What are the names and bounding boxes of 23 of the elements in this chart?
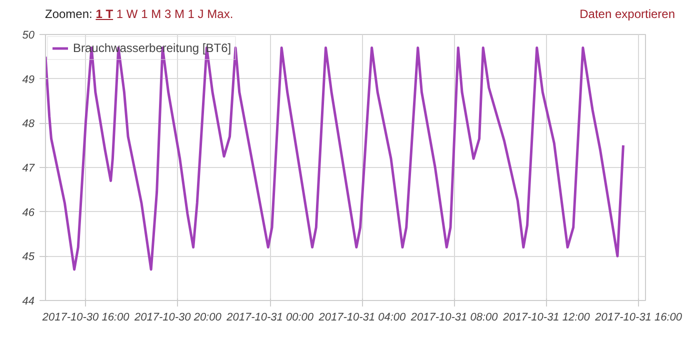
text: 1 T [96,7,114,21]
x-tick-label: 2017-10-31 16:00 [594,312,683,324]
x-tick-label: 2017-10-31 12:00 [502,312,591,324]
text: Max. [207,7,234,21]
x-tick-label: 2017-10-31 04:00 [318,312,407,324]
x-tick-label: 2017-10-31 00:00 [226,312,314,324]
y-tick-label: 49 [22,74,35,86]
text: Zoomen: [45,7,92,21]
text: 1 W [116,7,138,21]
x-tick-label: 2017-10-30 20:00 [134,312,222,324]
legend-label: Brauchwasserbereitung [BT6] [73,41,232,55]
text: 1 M [141,7,162,21]
x-tick-label: 2017-10-30 16:00 [41,312,130,324]
y-tick-label: 45 [22,251,36,264]
y-tick-label: 50 [22,30,36,42]
y-tick-label: 46 [22,206,36,219]
y-tick-label: 48 [22,118,36,130]
y-tick-label: 44 [22,296,35,308]
x-tick-label: 2017-10-31 08:00 [410,312,499,324]
text: Daten exportieren [580,6,675,22]
text: 3 M [164,7,184,21]
text: 1 J [188,7,204,21]
y-tick-label: 47 [22,162,36,174]
